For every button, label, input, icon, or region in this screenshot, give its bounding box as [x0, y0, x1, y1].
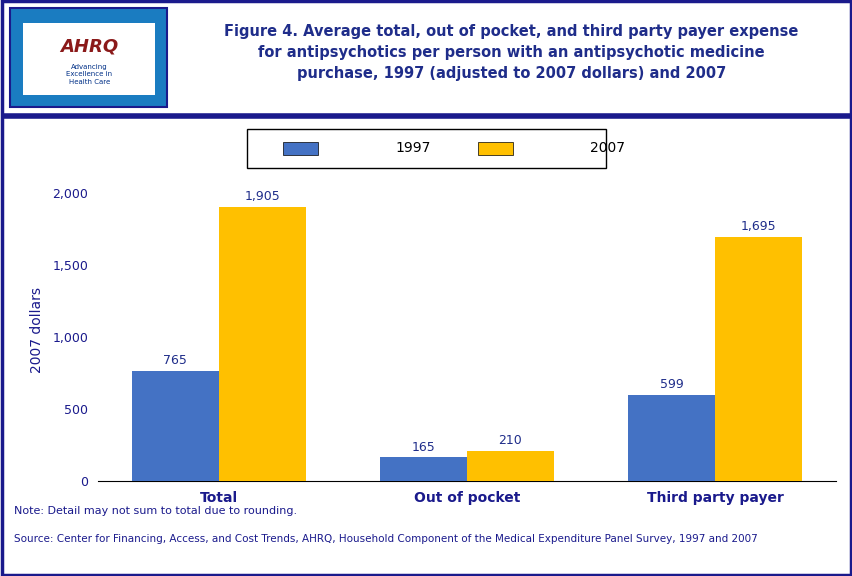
Bar	[23, 22, 154, 94]
Bar	[380, 457, 467, 481]
Text: 599: 599	[659, 378, 683, 391]
Bar	[628, 395, 715, 481]
Text: 165: 165	[412, 441, 435, 454]
Bar	[283, 142, 318, 155]
Bar	[715, 237, 802, 481]
Y-axis label: 2007 dollars: 2007 dollars	[30, 287, 44, 373]
Text: 210: 210	[498, 434, 521, 447]
Bar	[218, 207, 305, 481]
Text: 765: 765	[163, 354, 187, 367]
Text: Source: Center for Financing, Access, and Cost Trends, AHRQ, Household Component: Source: Center for Financing, Access, an…	[14, 534, 757, 544]
Text: Figure 4. Average total, out of pocket, and third party payer expense
for antips: Figure 4. Average total, out of pocket, …	[224, 24, 797, 81]
Bar	[247, 129, 605, 168]
Text: 1997: 1997	[395, 141, 430, 156]
Bar	[10, 8, 167, 107]
Text: AHRQ: AHRQ	[60, 37, 118, 56]
Text: 1,695: 1,695	[740, 220, 776, 233]
Text: 2007: 2007	[590, 141, 625, 156]
Text: 1,905: 1,905	[244, 190, 279, 203]
Bar	[467, 450, 553, 481]
Text: Advancing
Excellence in
Health Care: Advancing Excellence in Health Care	[66, 64, 112, 85]
Bar	[131, 371, 218, 481]
Text: Note: Detail may not sum to total due to rounding.: Note: Detail may not sum to total due to…	[14, 506, 297, 516]
Bar	[477, 142, 512, 155]
